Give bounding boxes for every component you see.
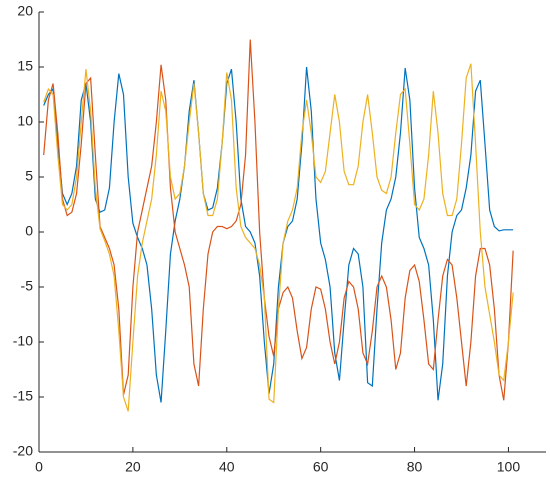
- line-series: [43, 63, 514, 412]
- y-tick-label: -5: [21, 278, 34, 294]
- y-tick-label: 10: [17, 113, 33, 129]
- y-tick-label: -20: [13, 443, 33, 459]
- y-tick-label: 0: [25, 223, 33, 239]
- line-series: [43, 66, 514, 403]
- y-tick-label: 5: [25, 168, 33, 184]
- y-tick-label: -15: [13, 388, 33, 404]
- x-tick-label: 80: [407, 459, 423, 475]
- y-tick-label: 15: [17, 58, 33, 74]
- x-tick-label: 20: [125, 459, 141, 475]
- x-tick-label: 0: [35, 459, 43, 475]
- x-tick-label: 60: [313, 459, 329, 475]
- x-tick-label: 100: [497, 459, 521, 475]
- y-tick-label: -10: [13, 333, 33, 349]
- line-series: [43, 39, 514, 401]
- y-tick-label: 20: [17, 3, 33, 19]
- x-tick-label: 40: [219, 459, 235, 475]
